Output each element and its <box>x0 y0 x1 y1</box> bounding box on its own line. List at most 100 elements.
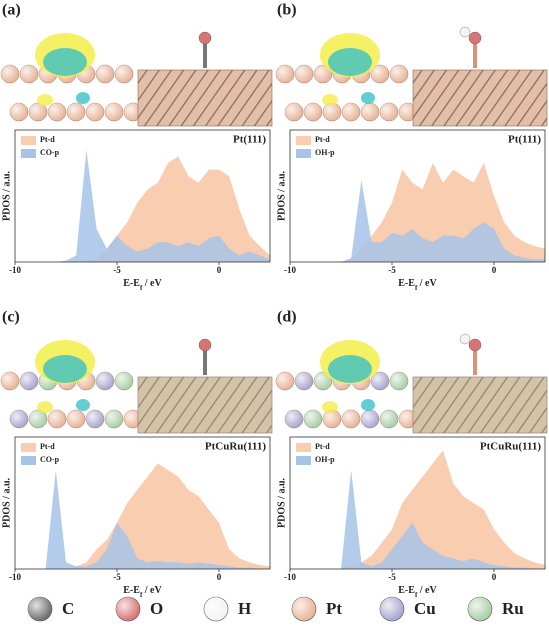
pdos-area <box>15 156 270 262</box>
atom-shine <box>342 410 360 428</box>
x-axis-label-part: E-E <box>123 585 140 596</box>
atom-shine <box>10 410 28 428</box>
atom-shine <box>323 410 341 428</box>
atom-shine <box>285 410 303 428</box>
x-axis-label: E-Ef / eV <box>123 585 162 598</box>
atom-shine <box>96 65 114 83</box>
atom-shine <box>304 410 322 428</box>
atom-shine <box>380 103 398 121</box>
panel-label: (d) <box>277 309 297 326</box>
legend-label: CO-p <box>40 455 60 464</box>
x-axis-label-part: / eV <box>417 278 437 289</box>
slab <box>137 376 273 434</box>
atom-shine <box>399 103 417 121</box>
atom-shine <box>20 372 38 390</box>
atom-shine <box>361 410 379 428</box>
panel: (c) -10 -5 0 E-Ef / eV PDOS / a.u. PtCuRu(111)… <box>0 309 273 599</box>
charge-blob <box>43 355 87 383</box>
chart-title: Pt(111) <box>508 134 541 146</box>
adsorbate-atom <box>198 338 212 352</box>
x-axis-label-part: f <box>415 284 418 292</box>
atom-shine <box>124 410 142 428</box>
charge-blob <box>361 399 375 411</box>
atom-shine <box>48 410 66 428</box>
element-sphere-shine <box>468 597 492 621</box>
plot-frame <box>14 436 271 570</box>
atom-shine <box>304 103 322 121</box>
atom-shine <box>285 103 303 121</box>
charge-blob <box>322 94 338 106</box>
atom-shine <box>295 372 313 390</box>
pdos-area <box>290 450 545 569</box>
atom-shine <box>20 65 38 83</box>
element-sphere-shine <box>292 597 316 621</box>
x-tick-label: -5 <box>113 572 121 582</box>
x-axis-label-part: / eV <box>417 585 437 596</box>
legend-swatch <box>21 456 36 465</box>
element-sphere-shine <box>204 597 228 621</box>
x-tick-label: -5 <box>388 572 396 582</box>
atom-shine <box>371 65 389 83</box>
atom-shine <box>105 410 123 428</box>
legend-swatch <box>296 443 311 452</box>
atom-shine <box>115 65 133 83</box>
element-sphere-shine <box>116 597 140 621</box>
slab <box>412 376 548 434</box>
panel: (d) -10 -5 0 E-Ef / eV PDOS / a.u. PtCuRu(111)… <box>275 309 548 599</box>
atom-shine <box>1 65 19 83</box>
atom-shine <box>67 103 85 121</box>
element-label: Ru <box>502 599 524 618</box>
charge-blob <box>328 355 372 383</box>
atom-shine <box>48 103 66 121</box>
element-label: Pt <box>326 599 342 618</box>
atom-shine <box>1 372 19 390</box>
x-tick-label: 0 <box>492 265 497 275</box>
x-axis-label-part: E-E <box>398 585 415 596</box>
atom-shine <box>361 103 379 121</box>
atom-shine <box>342 103 360 121</box>
plot-frame <box>289 129 546 263</box>
x-axis-label-part: f <box>415 591 418 599</box>
y-axis-label: PDOS / a.u. <box>1 170 12 221</box>
legend-label: Pt-d <box>315 442 330 451</box>
y-axis-label: PDOS / a.u. <box>276 477 287 528</box>
slab <box>412 69 548 127</box>
atom-shine <box>390 65 408 83</box>
x-tick-label: -10 <box>284 265 296 275</box>
x-tick-label: -5 <box>113 265 121 275</box>
charge-blob <box>322 401 338 413</box>
atom-shine <box>115 372 133 390</box>
slab-tint <box>413 377 547 433</box>
atom-shine <box>29 103 47 121</box>
atom-shine <box>380 410 398 428</box>
charge-blob <box>37 401 53 413</box>
x-tick-label: -10 <box>284 572 296 582</box>
atom-shine <box>86 410 104 428</box>
element-label: Cu <box>414 599 436 618</box>
atom-shine <box>276 372 294 390</box>
legend-label: Pt-d <box>40 442 55 451</box>
atom-shine <box>390 372 408 390</box>
atom-shine <box>323 103 341 121</box>
legend-label: Pt-d <box>315 135 330 144</box>
charge-blob <box>37 94 53 106</box>
legend-swatch <box>21 443 36 452</box>
pdos-area <box>15 149 270 262</box>
x-axis-label: E-Ef / eV <box>398 585 437 598</box>
chart-title: Pt(111) <box>233 134 266 146</box>
plot-frame <box>14 129 271 263</box>
charge-blob <box>76 92 90 104</box>
pdos-area <box>290 180 545 262</box>
x-tick-label: 0 <box>217 572 222 582</box>
x-axis-label-part: f <box>140 591 143 599</box>
panel-label: (a) <box>2 2 21 19</box>
atom-shine <box>371 372 389 390</box>
y-axis-label: PDOS / a.u. <box>276 170 287 221</box>
x-tick-label: -10 <box>9 265 21 275</box>
pdos-area <box>290 470 545 569</box>
charge-blob <box>361 92 375 104</box>
x-axis-label: E-Ef / eV <box>123 278 162 291</box>
atom-shine <box>276 65 294 83</box>
x-tick-label: 0 <box>492 572 497 582</box>
